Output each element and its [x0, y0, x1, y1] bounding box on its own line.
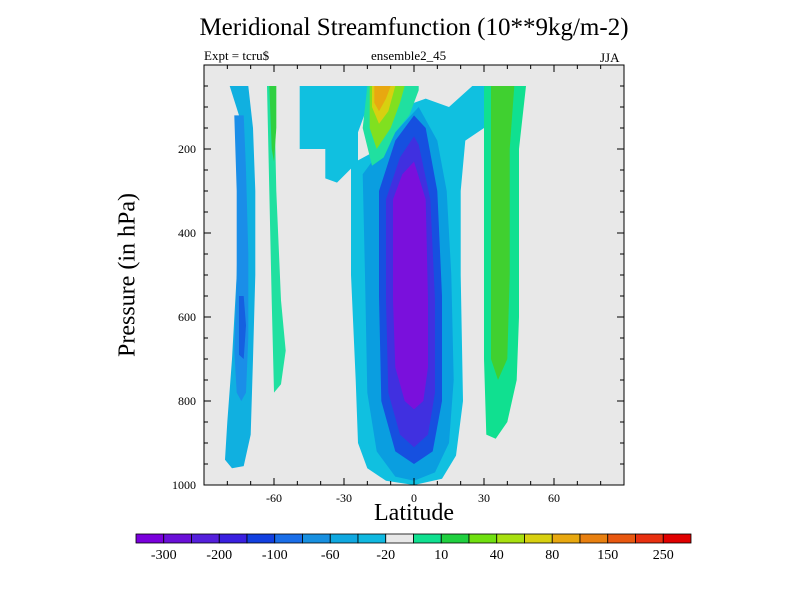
contour-region-14 — [374, 86, 391, 112]
x-axis-label: Latitude — [374, 500, 454, 526]
contour-layer — [225, 86, 526, 485]
contour-region-3 — [267, 86, 286, 393]
contour-region-4 — [269, 86, 277, 162]
x-tick-label: 60 — [548, 491, 560, 505]
chart-title: Meridional Streamfunction (10**9kg/m-2) — [199, 14, 629, 41]
experiment-label: Expt = tcru$ — [204, 48, 270, 63]
y-tick-label: 1000 — [172, 478, 196, 492]
y-tick-label: 200 — [178, 142, 196, 156]
contour-region-2 — [239, 296, 246, 359]
x-tick-label: 30 — [478, 491, 490, 505]
contour-region-16 — [491, 86, 515, 380]
season-label: JJA — [600, 50, 620, 65]
contour-region-5 — [299, 86, 379, 183]
ensemble-label: ensemble2_45 — [371, 48, 447, 63]
y-tick-label: 600 — [178, 310, 196, 324]
contour-region-10 — [393, 161, 428, 410]
x-tick-label: -60 — [266, 491, 282, 505]
x-tick-label: 0 — [411, 491, 417, 505]
x-tick-label: -30 — [336, 491, 352, 505]
y-tick-label: 800 — [178, 394, 196, 408]
y-tick-label: 400 — [178, 226, 196, 240]
